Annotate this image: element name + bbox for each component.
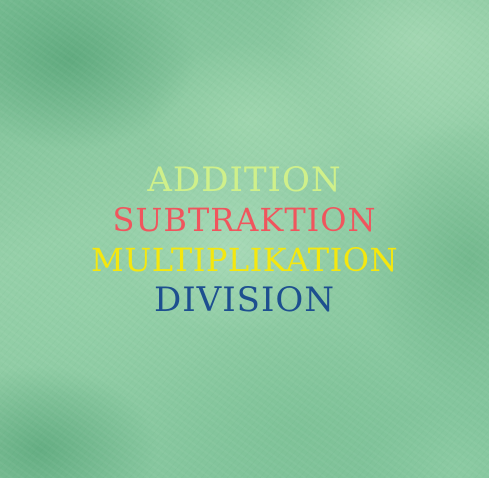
word-stack: ADDITION SUBTRAKTION MULTIPLIKATION DIVI… (0, 160, 489, 320)
word-subtraktion: SUBTRAKTION (112, 201, 377, 239)
word-multiplikation: MULTIPLIKATION (91, 241, 398, 279)
word-addition: ADDITION (147, 160, 342, 200)
word-division: DIVISION (153, 280, 336, 320)
